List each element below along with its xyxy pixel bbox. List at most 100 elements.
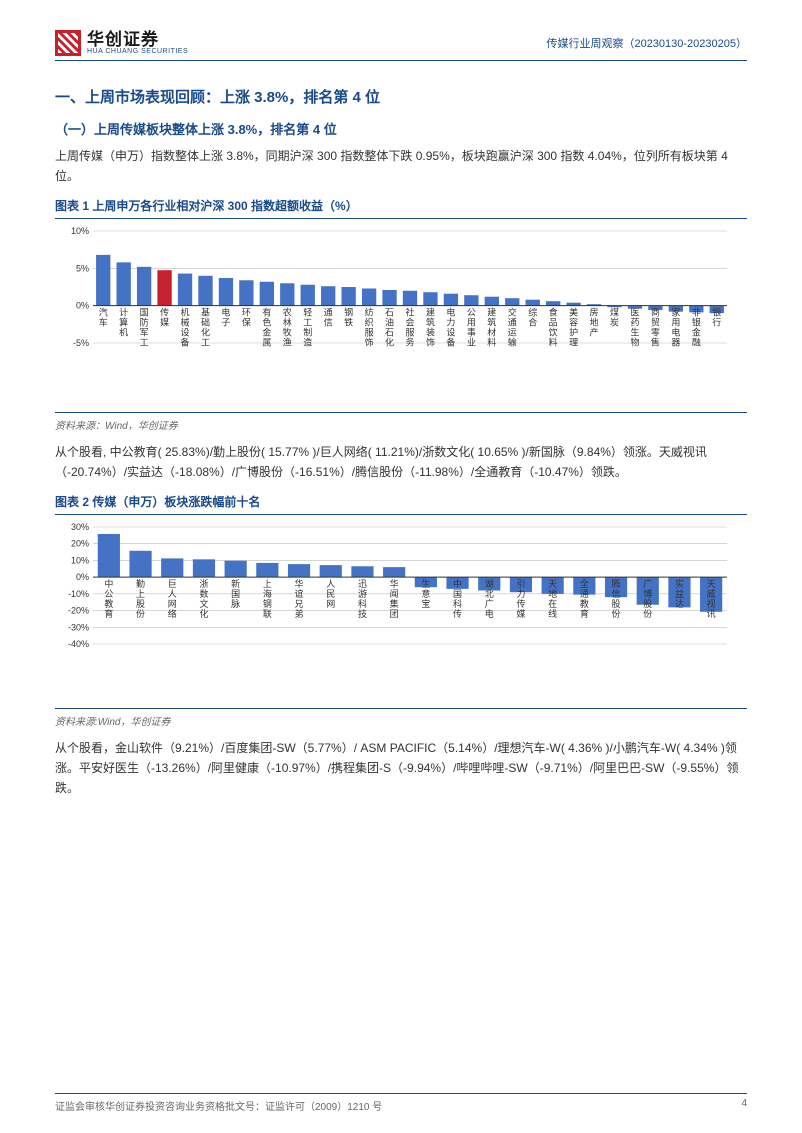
bar <box>239 280 253 305</box>
header-right-text: 传媒行业周观察（20230130-20230205） <box>546 35 747 51</box>
svg-text:迅: 迅 <box>358 579 367 589</box>
svg-text:上: 上 <box>263 579 272 589</box>
svg-text:线: 线 <box>548 608 557 619</box>
svg-text:地: 地 <box>590 316 599 327</box>
svg-text:电: 电 <box>221 306 230 317</box>
svg-text:通: 通 <box>324 307 333 317</box>
figure1-box: -5%0%5%10%汽车计算机国防军工传媒机械设备基础化工电子环保有色金属农林牧… <box>55 218 747 413</box>
bar <box>137 267 151 306</box>
svg-text:在: 在 <box>548 598 557 609</box>
svg-text:生: 生 <box>630 326 639 337</box>
svg-text:医: 医 <box>630 307 639 317</box>
svg-text:食: 食 <box>549 306 558 317</box>
svg-text:设: 设 <box>181 327 190 337</box>
svg-text:筑: 筑 <box>487 316 496 327</box>
svg-text:色: 色 <box>262 316 271 327</box>
svg-text:理: 理 <box>569 337 578 347</box>
svg-text:全: 全 <box>580 578 589 589</box>
svg-text:-10%: -10% <box>68 588 89 598</box>
svg-text:造: 造 <box>303 336 312 347</box>
svg-text:铁: 铁 <box>344 316 353 327</box>
svg-text:达: 达 <box>675 598 684 609</box>
svg-text:防: 防 <box>140 316 149 327</box>
svg-text:集: 集 <box>390 598 399 609</box>
svg-text:益: 益 <box>675 588 684 599</box>
svg-text:护: 护 <box>569 326 578 337</box>
bar <box>423 292 437 305</box>
bar <box>362 288 376 305</box>
svg-text:工: 工 <box>201 337 210 347</box>
svg-text:轻: 轻 <box>303 306 312 317</box>
svg-text:游: 游 <box>358 588 367 599</box>
svg-text:民: 民 <box>326 589 335 599</box>
svg-text:0%: 0% <box>76 572 89 582</box>
svg-text:建: 建 <box>426 306 435 317</box>
svg-text:-40%: -40% <box>68 639 89 649</box>
svg-text:金: 金 <box>692 326 701 337</box>
svg-text:装: 装 <box>426 326 435 337</box>
svg-text:林: 林 <box>283 316 292 327</box>
section-title: 一、上周市场表现回顾：上涨 3.8%，排名第 4 位 <box>55 86 747 107</box>
bar <box>193 559 215 577</box>
svg-text:用: 用 <box>671 317 680 327</box>
svg-text:属: 属 <box>262 337 271 347</box>
svg-text:计: 计 <box>119 306 128 317</box>
svg-text:电: 电 <box>671 326 680 337</box>
figure2-source: 资料来源:Wind，华创证券 <box>55 713 747 728</box>
svg-text:事: 事 <box>467 326 476 337</box>
svg-text:车: 车 <box>99 316 108 327</box>
svg-text:服: 服 <box>405 327 414 337</box>
svg-text:兄: 兄 <box>295 599 304 609</box>
svg-text:意: 意 <box>421 588 430 599</box>
svg-text:材: 材 <box>487 326 496 337</box>
svg-text:设: 设 <box>446 327 455 337</box>
bar <box>383 567 405 577</box>
svg-text:博: 博 <box>643 588 652 599</box>
svg-text:份: 份 <box>643 608 652 619</box>
bar <box>198 276 212 306</box>
bar <box>260 282 274 306</box>
svg-text:钢: 钢 <box>263 598 272 609</box>
logo-en: HUA CHUANG SECURITIES <box>87 48 188 55</box>
svg-text:份: 份 <box>612 608 621 619</box>
svg-text:算: 算 <box>119 316 128 327</box>
svg-text:器: 器 <box>671 337 680 347</box>
figure1-title: 图表 1 上周申万各行业相对沪深 300 指数超额收益（%） <box>55 197 747 214</box>
svg-text:股: 股 <box>612 599 621 609</box>
svg-text:湖: 湖 <box>485 579 494 589</box>
svg-text:科: 科 <box>358 598 367 609</box>
svg-text:电: 电 <box>446 306 455 317</box>
svg-text:饰: 饰 <box>426 336 435 347</box>
svg-text:国: 国 <box>453 589 462 599</box>
svg-text:20%: 20% <box>71 538 89 548</box>
svg-text:房: 房 <box>590 306 599 317</box>
bar <box>485 296 499 305</box>
svg-text:10%: 10% <box>71 226 89 236</box>
svg-text:传: 传 <box>160 306 169 317</box>
svg-text:备: 备 <box>181 336 190 347</box>
svg-text:备: 备 <box>446 336 455 347</box>
svg-text:华: 华 <box>390 578 399 589</box>
svg-text:育: 育 <box>104 608 113 619</box>
bar <box>117 262 131 305</box>
bar <box>157 270 171 305</box>
svg-text:综: 综 <box>528 306 537 317</box>
bar <box>505 298 519 305</box>
svg-text:品: 品 <box>549 317 558 327</box>
bar <box>98 534 120 577</box>
svg-text:教: 教 <box>104 598 113 609</box>
paragraph-after-fig1: 从个股看, 中公教育( 25.83%)/勤上股份( 15.77% )/巨人网络(… <box>55 442 747 483</box>
svg-text:械: 械 <box>181 316 190 327</box>
svg-text:文: 文 <box>199 598 208 609</box>
svg-text:会: 会 <box>405 316 414 327</box>
svg-text:巨: 巨 <box>168 579 177 589</box>
bar <box>288 564 310 577</box>
svg-text:物: 物 <box>630 336 639 347</box>
svg-text:美: 美 <box>569 306 578 317</box>
svg-text:0%: 0% <box>76 300 89 310</box>
figure1-source: 资料来源：Wind，华创证券 <box>55 417 747 432</box>
page-footer: 证监会审核华创证券投资咨询业务资格批文号：证监许可（2009）1210 号 4 <box>55 1093 747 1113</box>
svg-text:网: 网 <box>168 599 177 609</box>
svg-text:饰: 饰 <box>365 336 374 347</box>
bar <box>321 286 335 305</box>
